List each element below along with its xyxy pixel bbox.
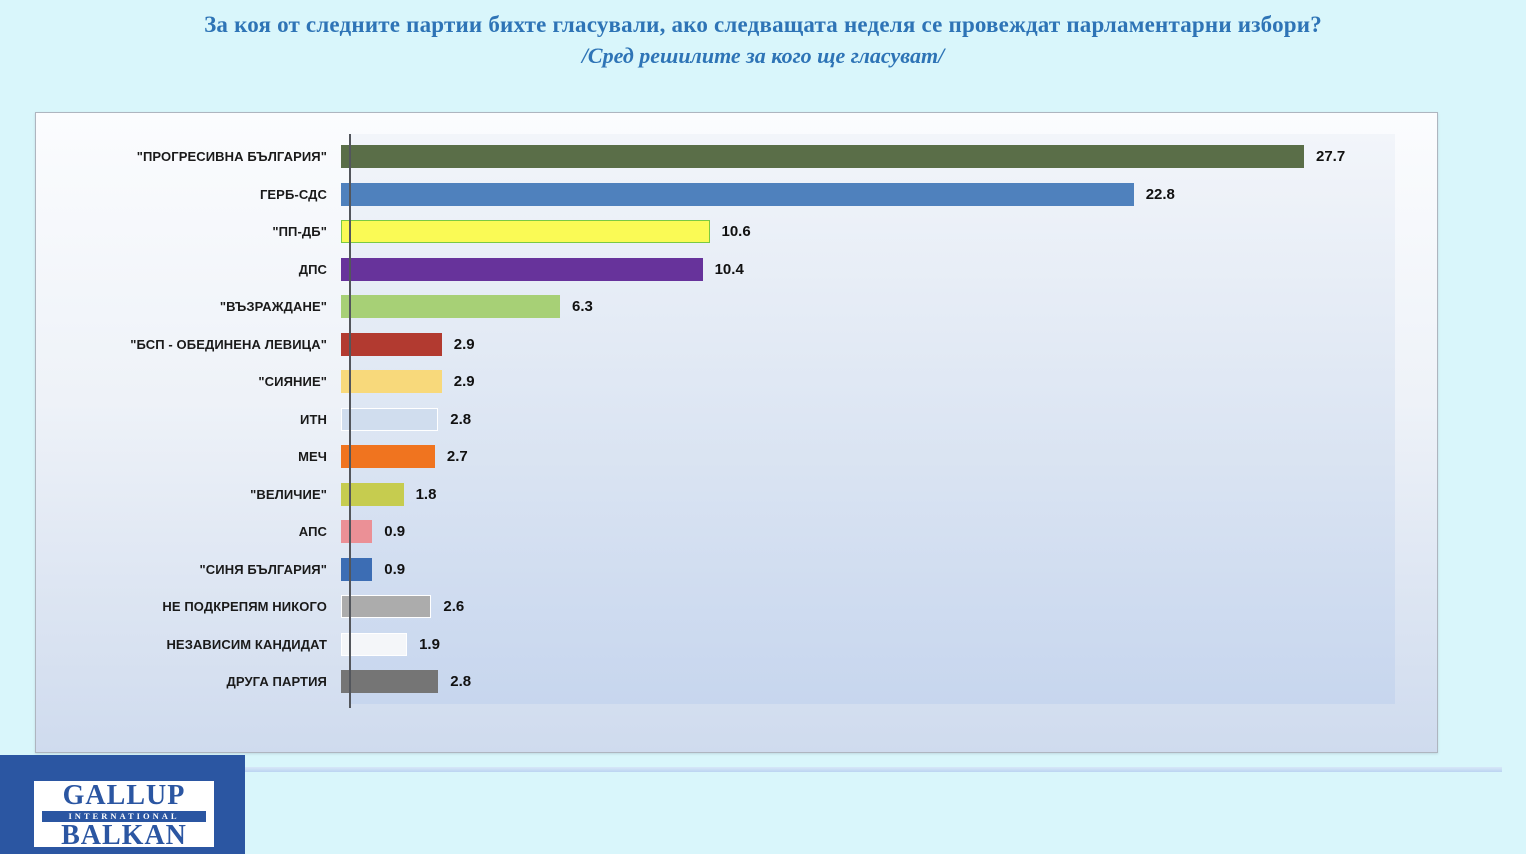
- chart-row: "ВЕЛИЧИЕ" 1.8: [36, 476, 1437, 514]
- bar-track: 2.7: [339, 445, 1437, 469]
- category-label: ИТН: [300, 411, 327, 427]
- bar: [341, 332, 442, 356]
- category-label: ДПС: [298, 261, 327, 277]
- bar: [341, 295, 560, 319]
- value-label: 0.9: [384, 523, 406, 541]
- bar-track: 0.9: [339, 557, 1437, 581]
- value-label: 2.9: [453, 335, 475, 353]
- value-label: 1.9: [419, 635, 440, 653]
- category-label: "СИЯНИЕ": [258, 374, 327, 390]
- bar-track: 2.9: [339, 370, 1437, 394]
- bar-track: 2.6: [339, 595, 1437, 619]
- category-label: НЕЗАВИСИМ КАНДИДАТ: [166, 636, 327, 652]
- bar: [341, 370, 442, 394]
- chart-row: "ПРОГРЕСИВНА БЪЛГАРИЯ" 27.7: [36, 138, 1437, 176]
- value-label: 27.7: [1316, 148, 1346, 166]
- chart-row: "СИЯНИЕ" 2.9: [36, 363, 1437, 401]
- category-label: АПС: [298, 524, 327, 540]
- chart-row: ДРУГА ПАРТИЯ 2.8: [36, 663, 1437, 701]
- category-label: ГЕРБ-СДС: [259, 186, 327, 202]
- category-label: "ВЕЛИЧИЕ": [250, 486, 327, 502]
- value-label: 2.9: [453, 373, 475, 391]
- gallup-logo-line1: GALLUP: [62, 780, 186, 811]
- bar-track: 0.9: [339, 520, 1437, 544]
- bar: [341, 670, 439, 694]
- value-label: 10.4: [714, 260, 744, 278]
- category-axis-line: [349, 134, 351, 708]
- bar: [341, 220, 710, 244]
- value-label: 22.8: [1145, 185, 1175, 203]
- bar: [341, 257, 703, 281]
- bar: [341, 632, 408, 656]
- bar: [341, 182, 1134, 206]
- value-label: 2.8: [450, 673, 472, 691]
- gallup-logo: GALLUP INTERNATIONAL BALKAN: [0, 755, 245, 854]
- value-label: 1.8: [415, 485, 437, 503]
- bar-track: 22.8: [339, 182, 1437, 206]
- bar-track: 2.8: [339, 670, 1437, 694]
- chart-row: "БСП - ОБЕДИНЕНА ЛЕВИЦА" 2.9: [36, 326, 1437, 364]
- category-label: "СИНЯ БЪЛГАРИЯ": [199, 561, 327, 577]
- value-label: 2.8: [450, 410, 472, 428]
- chart-row: НЕЗАВИСИМ КАНДИДАТ 1.9: [36, 626, 1437, 664]
- bar-track: 2.9: [339, 332, 1437, 356]
- category-label: НЕ ПОДКРЕПЯМ НИКОГО: [162, 599, 327, 615]
- gallup-logo-box: GALLUP INTERNATIONAL BALKAN: [34, 780, 214, 851]
- category-label: "ПП-ДБ": [272, 224, 327, 240]
- chart-frame: "ПРОГРЕСИВНА БЪЛГАРИЯ" 27.7 ГЕРБ-СДС 22.8 "П…: [35, 112, 1438, 753]
- chart-row: МЕЧ 2.7: [36, 438, 1437, 476]
- chart-row: ИТН 2.8: [36, 401, 1437, 439]
- bar-track: 1.9: [339, 632, 1437, 656]
- chart-row: НЕ ПОДКРЕПЯМ НИКОГО 2.6: [36, 588, 1437, 626]
- slide-title: За коя от следните партии бихте гласувал…: [204, 12, 1322, 37]
- category-label: МЕЧ: [298, 449, 327, 465]
- category-label: "ВЪЗРАЖДАНЕ": [219, 299, 327, 315]
- chart-row: АПС 0.9: [36, 513, 1437, 551]
- bar-track: 6.3: [339, 295, 1437, 319]
- value-label: 0.9: [384, 560, 406, 578]
- value-label: 10.6: [721, 223, 751, 241]
- chart-rows: "ПРОГРЕСИВНА БЪЛГАРИЯ" 27.7 ГЕРБ-СДС 22.8 "П…: [36, 138, 1437, 701]
- value-label: 6.3: [572, 298, 593, 316]
- category-label: "ПРОГРЕСИВНА БЪЛГАРИЯ": [136, 149, 327, 165]
- bar: [341, 407, 439, 431]
- bar-track: 27.7: [339, 145, 1437, 169]
- category-label: ДРУГА ПАРТИЯ: [226, 674, 327, 690]
- value-label: 2.6: [443, 598, 465, 616]
- chart-row: "ВЪЗРАЖДАНЕ" 6.3: [36, 288, 1437, 326]
- bar-track: 2.8: [339, 407, 1437, 431]
- chart-row: "ПП-ДБ" 10.6: [36, 213, 1437, 251]
- bar: [341, 557, 373, 581]
- bar-track: 10.6: [339, 220, 1437, 244]
- bar-track: 10.4: [339, 257, 1437, 281]
- chart-row: ГЕРБ-СДС 22.8: [36, 176, 1437, 214]
- bar: [341, 445, 435, 469]
- category-label: "БСП - ОБЕДИНЕНА ЛЕВИЦА": [130, 336, 327, 352]
- bar: [341, 595, 432, 619]
- chart-row: ДПС 10.4: [36, 251, 1437, 289]
- gallup-logo-line2: INTERNATIONAL: [42, 810, 206, 822]
- chart-row: "СИНЯ БЪЛГАРИЯ" 0.9: [36, 551, 1437, 589]
- bar: [341, 482, 404, 506]
- bar: [341, 145, 1304, 169]
- slide-subtitle: /Сред решилите за кого ще гласуват/: [581, 43, 945, 68]
- bottom-divider-line: [0, 767, 1502, 772]
- gallup-logo-line3: BALKAN: [61, 819, 187, 851]
- bar: [341, 520, 373, 544]
- slide-title-block: За коя от следните партии бихте гласувал…: [0, 12, 1526, 69]
- bar-track: 1.8: [339, 482, 1437, 506]
- value-label: 2.7: [446, 448, 468, 466]
